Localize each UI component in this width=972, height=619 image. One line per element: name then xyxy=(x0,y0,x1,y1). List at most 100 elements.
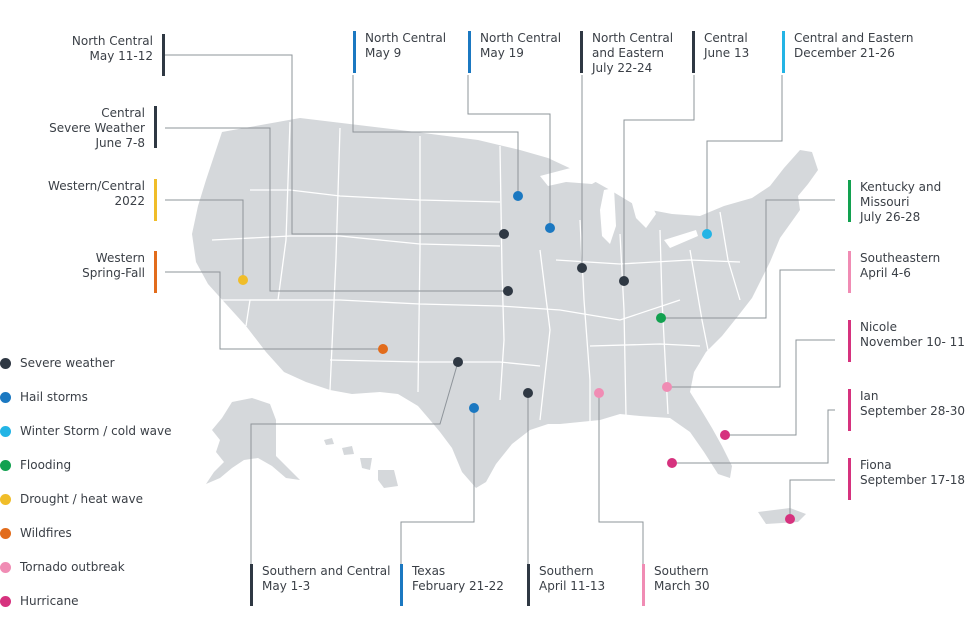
callout-line: Central and Eastern xyxy=(794,31,914,45)
callout-bar xyxy=(848,389,851,431)
callout-line: North Central xyxy=(71,34,153,48)
callout-line: May 19 xyxy=(480,46,524,60)
callout-line: North Central xyxy=(365,31,447,45)
puerto-rico xyxy=(758,508,806,524)
dot-severe-southern-april xyxy=(523,388,533,398)
leader-lines xyxy=(165,54,835,564)
lake-michigan xyxy=(600,188,616,244)
callout-line: Kentucky and xyxy=(860,180,942,194)
callout-bar xyxy=(848,458,851,500)
dot-winter-central-eastern xyxy=(702,229,712,239)
callout-line: North Central xyxy=(592,31,674,45)
lake-erie xyxy=(664,230,698,248)
lake-superior xyxy=(540,166,606,186)
legend-swatch xyxy=(0,493,11,505)
legend-item-drought: Drought / heat wave xyxy=(0,491,143,507)
callout-line: Fiona xyxy=(860,458,892,472)
callout-line: Southeastern xyxy=(860,251,941,265)
callout-line: September 28-30 xyxy=(860,404,966,418)
callout-line: and Eastern xyxy=(592,46,664,60)
callout-line: Southern xyxy=(539,564,594,578)
callout-bar xyxy=(400,564,403,606)
callout-central-june-13: Central June 13 xyxy=(692,31,750,73)
legend-swatch xyxy=(0,595,11,607)
callout-line: Spring-Fall xyxy=(82,266,145,280)
callout-north-central-eastern-july: North Central and Eastern July 22-24 xyxy=(580,31,674,76)
legend-item-hurricane: Hurricane xyxy=(0,593,79,609)
callout-line: December 21-26 xyxy=(794,46,895,60)
dot-severe-central-june-13 xyxy=(619,276,629,286)
callout-central-severe-june-7: Central Severe Weather June 7-8 xyxy=(49,106,157,151)
alaska-landmass xyxy=(206,398,300,484)
callout-western-spring-fall: Western Spring-Fall xyxy=(82,251,157,293)
dot-severe-north-central-may-11 xyxy=(499,229,509,239)
legend-label: Hurricane xyxy=(20,594,79,608)
callout-line: March 30 xyxy=(654,579,710,593)
legend-swatch xyxy=(0,391,11,403)
callout-bar xyxy=(162,34,165,76)
callout-north-central-may-9: North Central May 9 xyxy=(353,31,447,73)
callout-line: Severe Weather xyxy=(49,121,145,135)
callout-bar xyxy=(848,251,851,293)
legend-item-wildfires: Wildfires xyxy=(0,525,72,541)
callout-line: May 9 xyxy=(365,46,402,60)
dot-hail-north-central-may-19 xyxy=(545,223,555,233)
lake-huron xyxy=(630,194,656,228)
callout-line: Western/Central xyxy=(48,179,145,193)
callout-line: September 17-18 xyxy=(860,473,966,487)
callout-bar xyxy=(642,564,645,606)
legend-item-hail-storms: Hail storms xyxy=(0,389,88,405)
dot-wildfire-western xyxy=(378,344,388,354)
dot-tornado-southern-march xyxy=(594,388,604,398)
legend-label: Tornado outbreak xyxy=(20,560,125,574)
callout-line: June 7-8 xyxy=(95,136,145,150)
dot-hail-texas xyxy=(469,403,479,413)
callout-line: Southern xyxy=(654,564,709,578)
callout-bar xyxy=(468,31,471,73)
callout-southern-march: Southern March 30 xyxy=(642,564,710,606)
callout-bar xyxy=(154,106,157,148)
callout-line: November 10- 11 xyxy=(860,335,965,349)
callout-line: May 11-12 xyxy=(89,49,154,63)
legend-swatch xyxy=(0,527,11,539)
callout-north-central-may-11: North Central May 11-12 xyxy=(71,34,165,76)
callout-bar xyxy=(848,320,851,362)
legend-item-winter-storm: Winter Storm / cold wave xyxy=(0,423,171,439)
dot-flooding-kentucky xyxy=(656,313,666,323)
callout-line: June 13 xyxy=(704,46,750,60)
hawaii-islands xyxy=(324,438,398,488)
legend-swatch xyxy=(0,357,11,369)
callout-bar xyxy=(154,179,157,221)
legend-item-severe-weather: Severe weather xyxy=(0,355,115,371)
legend-swatch xyxy=(0,561,11,573)
callout-line: North Central xyxy=(480,31,562,45)
callout-line: Central xyxy=(704,31,748,45)
callout-line: May 1-3 xyxy=(262,579,311,593)
callout-line: Western xyxy=(95,251,145,265)
dot-hurricane-nicole xyxy=(720,430,730,440)
callout-bar xyxy=(527,564,530,606)
callout-line: Central xyxy=(101,106,145,120)
legend-label: Flooding xyxy=(20,458,72,472)
dot-severe-central-june-7 xyxy=(503,286,513,296)
callout-bar xyxy=(782,31,785,73)
callout-line: July 22-24 xyxy=(592,61,653,75)
callout-north-central-may-19: North Central May 19 xyxy=(468,31,562,73)
legend-label: Hail storms xyxy=(20,390,88,404)
callout-line: Nicole xyxy=(860,320,897,334)
callout-line: Texas xyxy=(412,564,446,578)
legend-label: Wildfires xyxy=(20,526,72,540)
legend-label: Winter Storm / cold wave xyxy=(20,424,172,438)
callout-line: Southern and Central xyxy=(262,564,391,578)
callout-line: April 11-13 xyxy=(539,579,606,593)
callout-line: 2022 xyxy=(114,194,145,208)
dot-hurricane-ian xyxy=(667,458,677,468)
callout-line: Missouri xyxy=(860,195,910,209)
dot-tornado-southeastern xyxy=(662,382,672,392)
callout-bar xyxy=(250,564,253,606)
callout-bar xyxy=(353,31,356,73)
callout-line: July 26-28 xyxy=(860,210,921,224)
callout-kentucky-missouri: Kentucky and Missouri July 26-28 xyxy=(848,180,942,225)
legend-item-tornado: Tornado outbreak xyxy=(0,559,125,575)
